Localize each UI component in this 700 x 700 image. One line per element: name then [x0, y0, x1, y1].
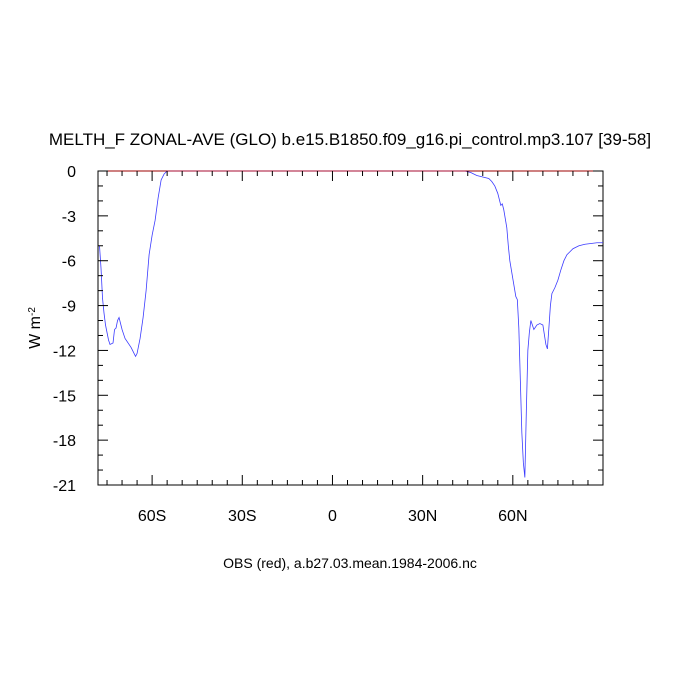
series-line-0 — [99, 170, 603, 478]
y-tick-label: -12 — [53, 343, 76, 360]
observation-note: OBS (red), a.b27.03.mean.1984-2006.nc — [223, 555, 477, 571]
y-tick-label: -15 — [53, 388, 76, 405]
x-tick-label: 30S — [228, 508, 256, 525]
y-tick-label: -9 — [62, 299, 76, 316]
plot-area: 60S 30S 0 30N 60N 0 -3 -6 -9 -12 -15 -18 -21 — [53, 164, 604, 525]
plot-frame — [97, 170, 604, 486]
x-tick-label: 30N — [408, 508, 437, 525]
y-axis: 0 -3 -6 -9 -12 -15 -18 -21 — [53, 164, 603, 495]
y-tick-label: -3 — [62, 209, 76, 226]
y-axis-label: W m-2 — [27, 307, 45, 349]
y-axis-label-base: W m — [27, 316, 44, 349]
y-tick-label: 0 — [67, 164, 76, 181]
chart-title: MELTH_F ZONAL-AVE (GLO) b.e15.B1850.f09_… — [49, 130, 651, 149]
y-tick-label: -6 — [62, 254, 76, 271]
y-tick-label: -21 — [53, 478, 76, 495]
x-axis: 60S 30S 0 30N 60N — [106, 171, 604, 525]
x-tick-label: 0 — [328, 508, 337, 525]
x-tick-label: 60N — [498, 508, 527, 525]
y-axis-label-exponent: -2 — [27, 307, 38, 316]
x-tick-label: 60S — [138, 508, 166, 525]
series-layer — [98, 170, 603, 478]
y-tick-label: -18 — [53, 433, 76, 450]
